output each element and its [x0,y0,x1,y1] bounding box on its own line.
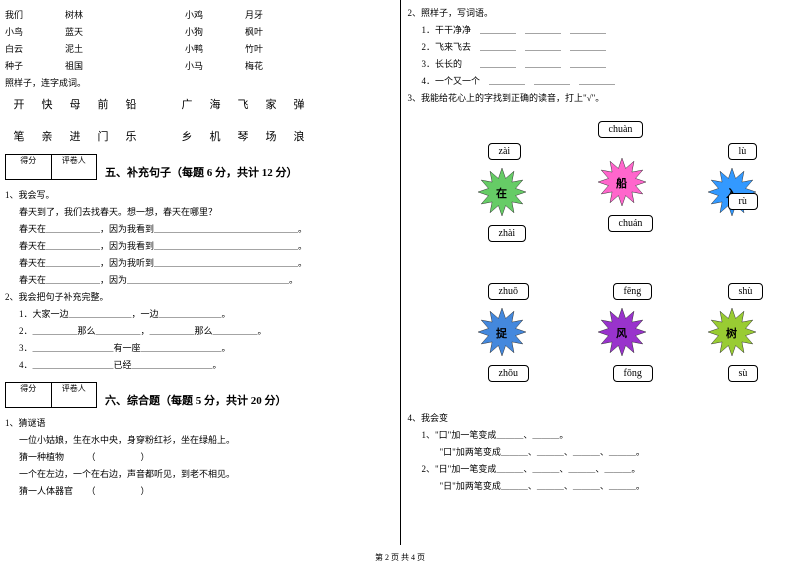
word: 小鸡 [185,8,245,21]
word: 梅花 [245,59,305,72]
r-q2-title: 2、照样子，写词语。 [408,6,796,20]
column-divider [400,0,401,545]
word: 枫叶 [245,25,305,38]
pinyin-diagram: 在船入捉风树zàizhàichuànchuánlùrùzhuōzhōufēngf… [408,108,796,408]
word [125,8,185,21]
riddle-line: 一个在左边，一个在右边，声音都听见，到老不相见。 [19,467,393,481]
word: 月牙 [245,8,305,21]
char-row-top: 开快母前铅广海飞家弹 [5,96,393,112]
burst-icon: 风 [598,308,646,356]
word [125,25,185,38]
word: 种子 [5,59,65,72]
fill-line: 1、"口"加一笔变成＿＿＿、＿＿＿。 [422,428,796,442]
pinyin-box: chuán [608,215,654,232]
burst-icon: 捉 [478,308,526,356]
word: 祖国 [65,59,125,72]
fill-line: "日"加两笔变成＿＿＿、＿＿＿、＿＿＿、＿＿＿。 [422,479,796,493]
fill-line: 春天在＿＿＿＿＿＿，因为＿＿＿＿＿＿＿＿＿＿＿＿＿＿＿＿＿＿。 [19,273,393,287]
riddle-line: 一位小姑娘，生在水中央，身穿粉红衫，坐在绿船上。 [19,433,393,447]
q2-title: 2、我会把句子补充完整。 [5,290,393,304]
word: 树林 [65,8,125,21]
score-box: 得分评卷人 [5,382,97,408]
r-q3-title: 3、我能给花心上的字找到正确的读音，打上"√"。 [408,91,796,105]
char-row-bot: 笔亲进门乐乡机琴场浪 [5,128,393,144]
word: 白云 [5,42,65,55]
fill-line: "口"加两笔变成＿＿＿、＿＿＿、＿＿＿、＿＿＿。 [422,445,796,459]
fill-line: 春天在＿＿＿＿＿＿，因为我听到＿＿＿＿＿＿＿＿＿＿＿＿＿＿＿＿。 [19,256,393,270]
fill-line: 4．一个又一个 ＿＿＿＿ ＿＿＿＿ ＿＿＿＿ [422,74,796,88]
burst-icon: 树 [708,308,756,356]
pinyin-box: zhōu [488,365,529,382]
fill-line: 2．飞来飞去 ＿＿＿＿ ＿＿＿＿ ＿＿＿＿ [422,40,796,54]
fill-line: 春天在＿＿＿＿＿＿，因为我看到＿＿＿＿＿＿＿＿＿＿＿＿＿＿＿＿。 [19,222,393,236]
word-grid: 我们树林 小鸡月牙 小鸟蓝天 小狗枫叶 白云泥土 小鸭竹叶 种子祖国 小马梅花 [5,8,393,72]
word: 泥土 [65,42,125,55]
burst-icon: 在 [478,168,526,216]
pinyin-box: fōng [613,365,653,382]
word: 竹叶 [245,42,305,55]
fill-line: 1．大家一边＿＿＿＿＿＿＿，一边＿＿＿＿＿＿＿。 [19,307,393,321]
q1-title: 1、我会写。 [5,188,393,202]
word: 小狗 [185,25,245,38]
word: 小马 [185,59,245,72]
match-intro: 照样子，连字成词。 [5,76,393,90]
pinyin-box: zài [488,143,522,160]
q6-title: 1、猜谜语 [5,416,393,430]
fill-line: 4．＿＿＿＿＿＿＿＿＿已经＿＿＿＿＿＿＿＿＿。 [19,358,393,372]
fill-line: 1．干干净净 ＿＿＿＿ ＿＿＿＿ ＿＿＿＿ [422,23,796,37]
fill-line: 春天在＿＿＿＿＿＿，因为我看到＿＿＿＿＿＿＿＿＿＿＿＿＿＿＿＿。 [19,239,393,253]
section-5-title: 五、补充句子（每题 6 分，共计 12 分） [105,164,393,180]
word: 小鸟 [5,25,65,38]
section-6-title: 六、综合题（每题 5 分，共计 20 分） [105,392,393,408]
q1-intro: 春天到了，我们去找春天。想一想，春天在哪里？ [19,205,393,219]
word [125,59,185,72]
fill-line: 2、"日"加一笔变成＿＿＿、＿＿＿、＿＿＿、＿＿＿。 [422,462,796,476]
word [125,42,185,55]
pinyin-box: chuàn [598,121,644,138]
fill-line: 2．＿＿＿＿＿那么＿＿＿＿＿，＿＿＿＿＿那么＿＿＿＿＿。 [19,324,393,338]
pinyin-box: zhài [488,225,527,242]
word: 我们 [5,8,65,21]
pinyin-box: fēng [613,283,653,300]
pinyin-box: rù [728,193,758,210]
riddle-line: 猜一人体器官 （ ） [19,484,393,498]
word: 小鸭 [185,42,245,55]
page-footer: 第 2 页 共 4 页 [0,552,800,563]
pinyin-box: zhuō [488,283,529,300]
fill-line: 3．＿＿＿＿＿＿＿＿＿有一座＿＿＿＿＿＿＿＿＿。 [19,341,393,355]
pinyin-box: shù [728,283,764,300]
burst-icon: 船 [598,158,646,206]
r-q4-title: 4、我会变 [408,411,796,425]
left-column: 我们树林 小鸡月牙 小鸟蓝天 小狗枫叶 白云泥土 小鸭竹叶 种子祖国 小马梅花 照样子，… [0,0,398,545]
riddle-line: 猜一种植物 （ ） [19,450,393,464]
fill-line: 3．长长的 ＿＿＿＿ ＿＿＿＿ ＿＿＿＿ [422,57,796,71]
pinyin-box: lù [728,143,758,160]
right-column: 2、照样子，写词语。 1．干干净净 ＿＿＿＿ ＿＿＿＿ ＿＿＿＿ 2．飞来飞去 … [403,0,800,545]
pinyin-box: sù [728,365,759,382]
score-label: 得分 [6,155,52,179]
word: 蓝天 [65,25,125,38]
grader-label: 评卷人 [52,383,97,407]
score-label: 得分 [6,383,52,407]
score-box: 得分评卷人 [5,154,97,180]
grader-label: 评卷人 [52,155,97,179]
